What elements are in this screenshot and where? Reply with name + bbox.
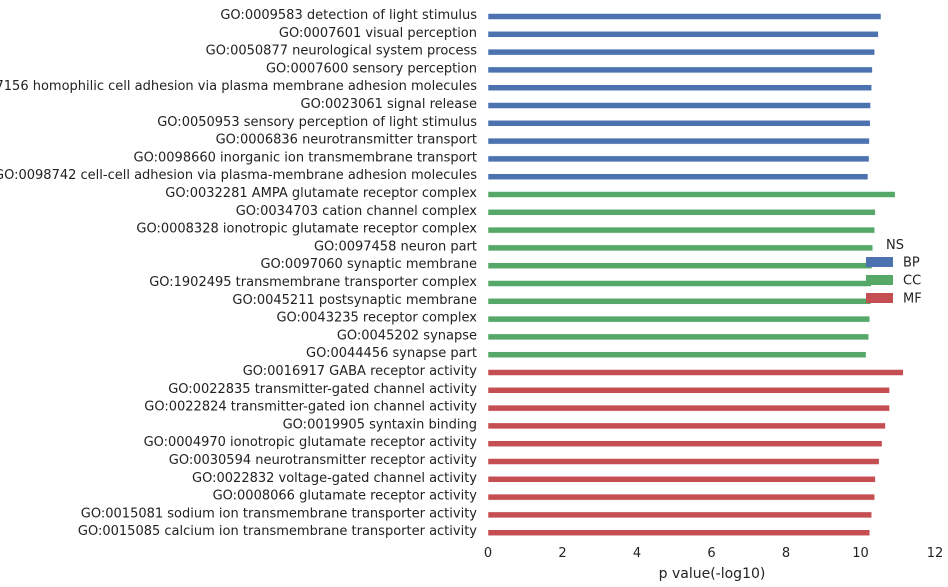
bar — [487, 351, 867, 358]
category-label: GO:0097060 synaptic membrane — [260, 257, 477, 272]
bar — [487, 120, 871, 127]
category-label: GO:0008328 ionotropic glutamate receptor… — [136, 222, 477, 237]
x-tick-label: 0 — [484, 546, 492, 561]
bar — [487, 280, 872, 287]
category-label: GO:0098742 cell-cell adhesion via plasma… — [0, 168, 477, 183]
legend-swatch — [866, 257, 893, 267]
bar — [487, 262, 873, 269]
bar — [487, 315, 871, 323]
bar — [487, 511, 872, 519]
bar — [487, 209, 876, 216]
bars — [487, 13, 904, 536]
bar — [487, 173, 869, 180]
category-label: GO:0015081 sodium ion transmembrane tran… — [81, 506, 477, 521]
category-label: GO:0050953 sensory perception of light s… — [157, 115, 477, 130]
bar — [487, 440, 883, 447]
legend-label: BP — [903, 256, 920, 271]
category-label: GO:0097458 neuron part — [314, 239, 477, 254]
legend-title: NS — [886, 238, 904, 253]
category-label: GO:0050877 neurological system process — [206, 44, 478, 59]
bar — [487, 48, 875, 56]
category-label: GO:0045211 postsynaptic membrane — [232, 293, 477, 308]
category-label: GO:0045202 synapse — [337, 328, 477, 343]
x-tick-label: 2 — [558, 546, 566, 561]
bar — [487, 458, 880, 465]
category-label: GO:0006836 neurotransmitter transport — [216, 133, 477, 148]
bar — [487, 422, 886, 430]
category-label: GO:0004970 ionotropic glutamate receptor… — [144, 435, 478, 450]
bar — [487, 66, 873, 74]
category-label: GO:0023061 signal release — [301, 97, 477, 112]
category-label: GO:0019905 syntaxin binding — [283, 417, 477, 432]
category-label: GO:0030594 neurotransmitter receptor act… — [169, 453, 478, 468]
bar — [487, 31, 879, 38]
bar — [487, 155, 870, 163]
bar — [487, 529, 871, 536]
legend-swatch — [866, 275, 893, 285]
category-label: GO:0044456 synapse part — [306, 346, 477, 361]
category-label: GO:0007600 sensory perception — [266, 61, 477, 76]
bar — [487, 226, 875, 234]
bar — [487, 13, 882, 20]
category-label: GO:0043235 receptor complex — [276, 311, 477, 326]
x-tick-labels: 0 2 4 6 8 10 12 — [484, 546, 943, 561]
legend-entries: BP CC MF — [866, 256, 922, 307]
legend-label: CC — [903, 274, 921, 289]
bar — [487, 137, 870, 145]
category-label: GO:0022824 transmitter-gated ion channel… — [144, 400, 477, 415]
bar — [487, 404, 890, 412]
category-label: GO:1902495 transmembrane transporter com… — [149, 275, 477, 290]
bar — [487, 84, 872, 91]
bar — [487, 244, 874, 252]
x-axis-title: p value(-log10) — [659, 566, 766, 582]
x-tick-label: 12 — [927, 546, 944, 561]
bar — [487, 191, 896, 198]
bar — [487, 369, 904, 376]
category-label: GO:0032281 AMPA glutamate receptor compl… — [165, 186, 477, 201]
category-label: GO:0015085 calcium ion transmembrane tra… — [78, 524, 477, 539]
category-label: GO:0007156 homophilic cell adhesion via … — [0, 79, 477, 94]
category-label: GO:0022835 transmitter-gated channel act… — [168, 382, 477, 397]
category-labels: GO:0009583 detection of light stimulus GO… — [0, 8, 477, 539]
bar — [487, 102, 871, 109]
category-label: GO:0098660 inorganic ion transmembrane t… — [134, 150, 477, 165]
x-tick-label: 10 — [852, 546, 869, 561]
bar — [487, 476, 876, 483]
bar — [487, 333, 869, 341]
bar — [487, 387, 890, 394]
bar — [487, 493, 875, 501]
bar — [487, 298, 872, 305]
legend-label: MF — [903, 292, 922, 307]
category-label: GO:0022832 voltage-gated channel activit… — [192, 471, 477, 486]
category-label: GO:0008066 glutamate receptor activity — [213, 489, 478, 504]
category-label: GO:0016917 GABA receptor activity — [243, 364, 478, 379]
category-label: GO:0009583 detection of light stimulus — [220, 8, 477, 23]
x-tick-label: 8 — [782, 546, 790, 561]
x-tick-label: 4 — [633, 546, 641, 561]
x-tick-label: 6 — [707, 546, 715, 561]
legend-swatch — [866, 293, 893, 303]
category-label: GO:0034703 cation channel complex — [236, 204, 478, 219]
category-label: GO:0007601 visual perception — [279, 26, 477, 41]
legend: NS BP CC MF — [866, 238, 922, 307]
